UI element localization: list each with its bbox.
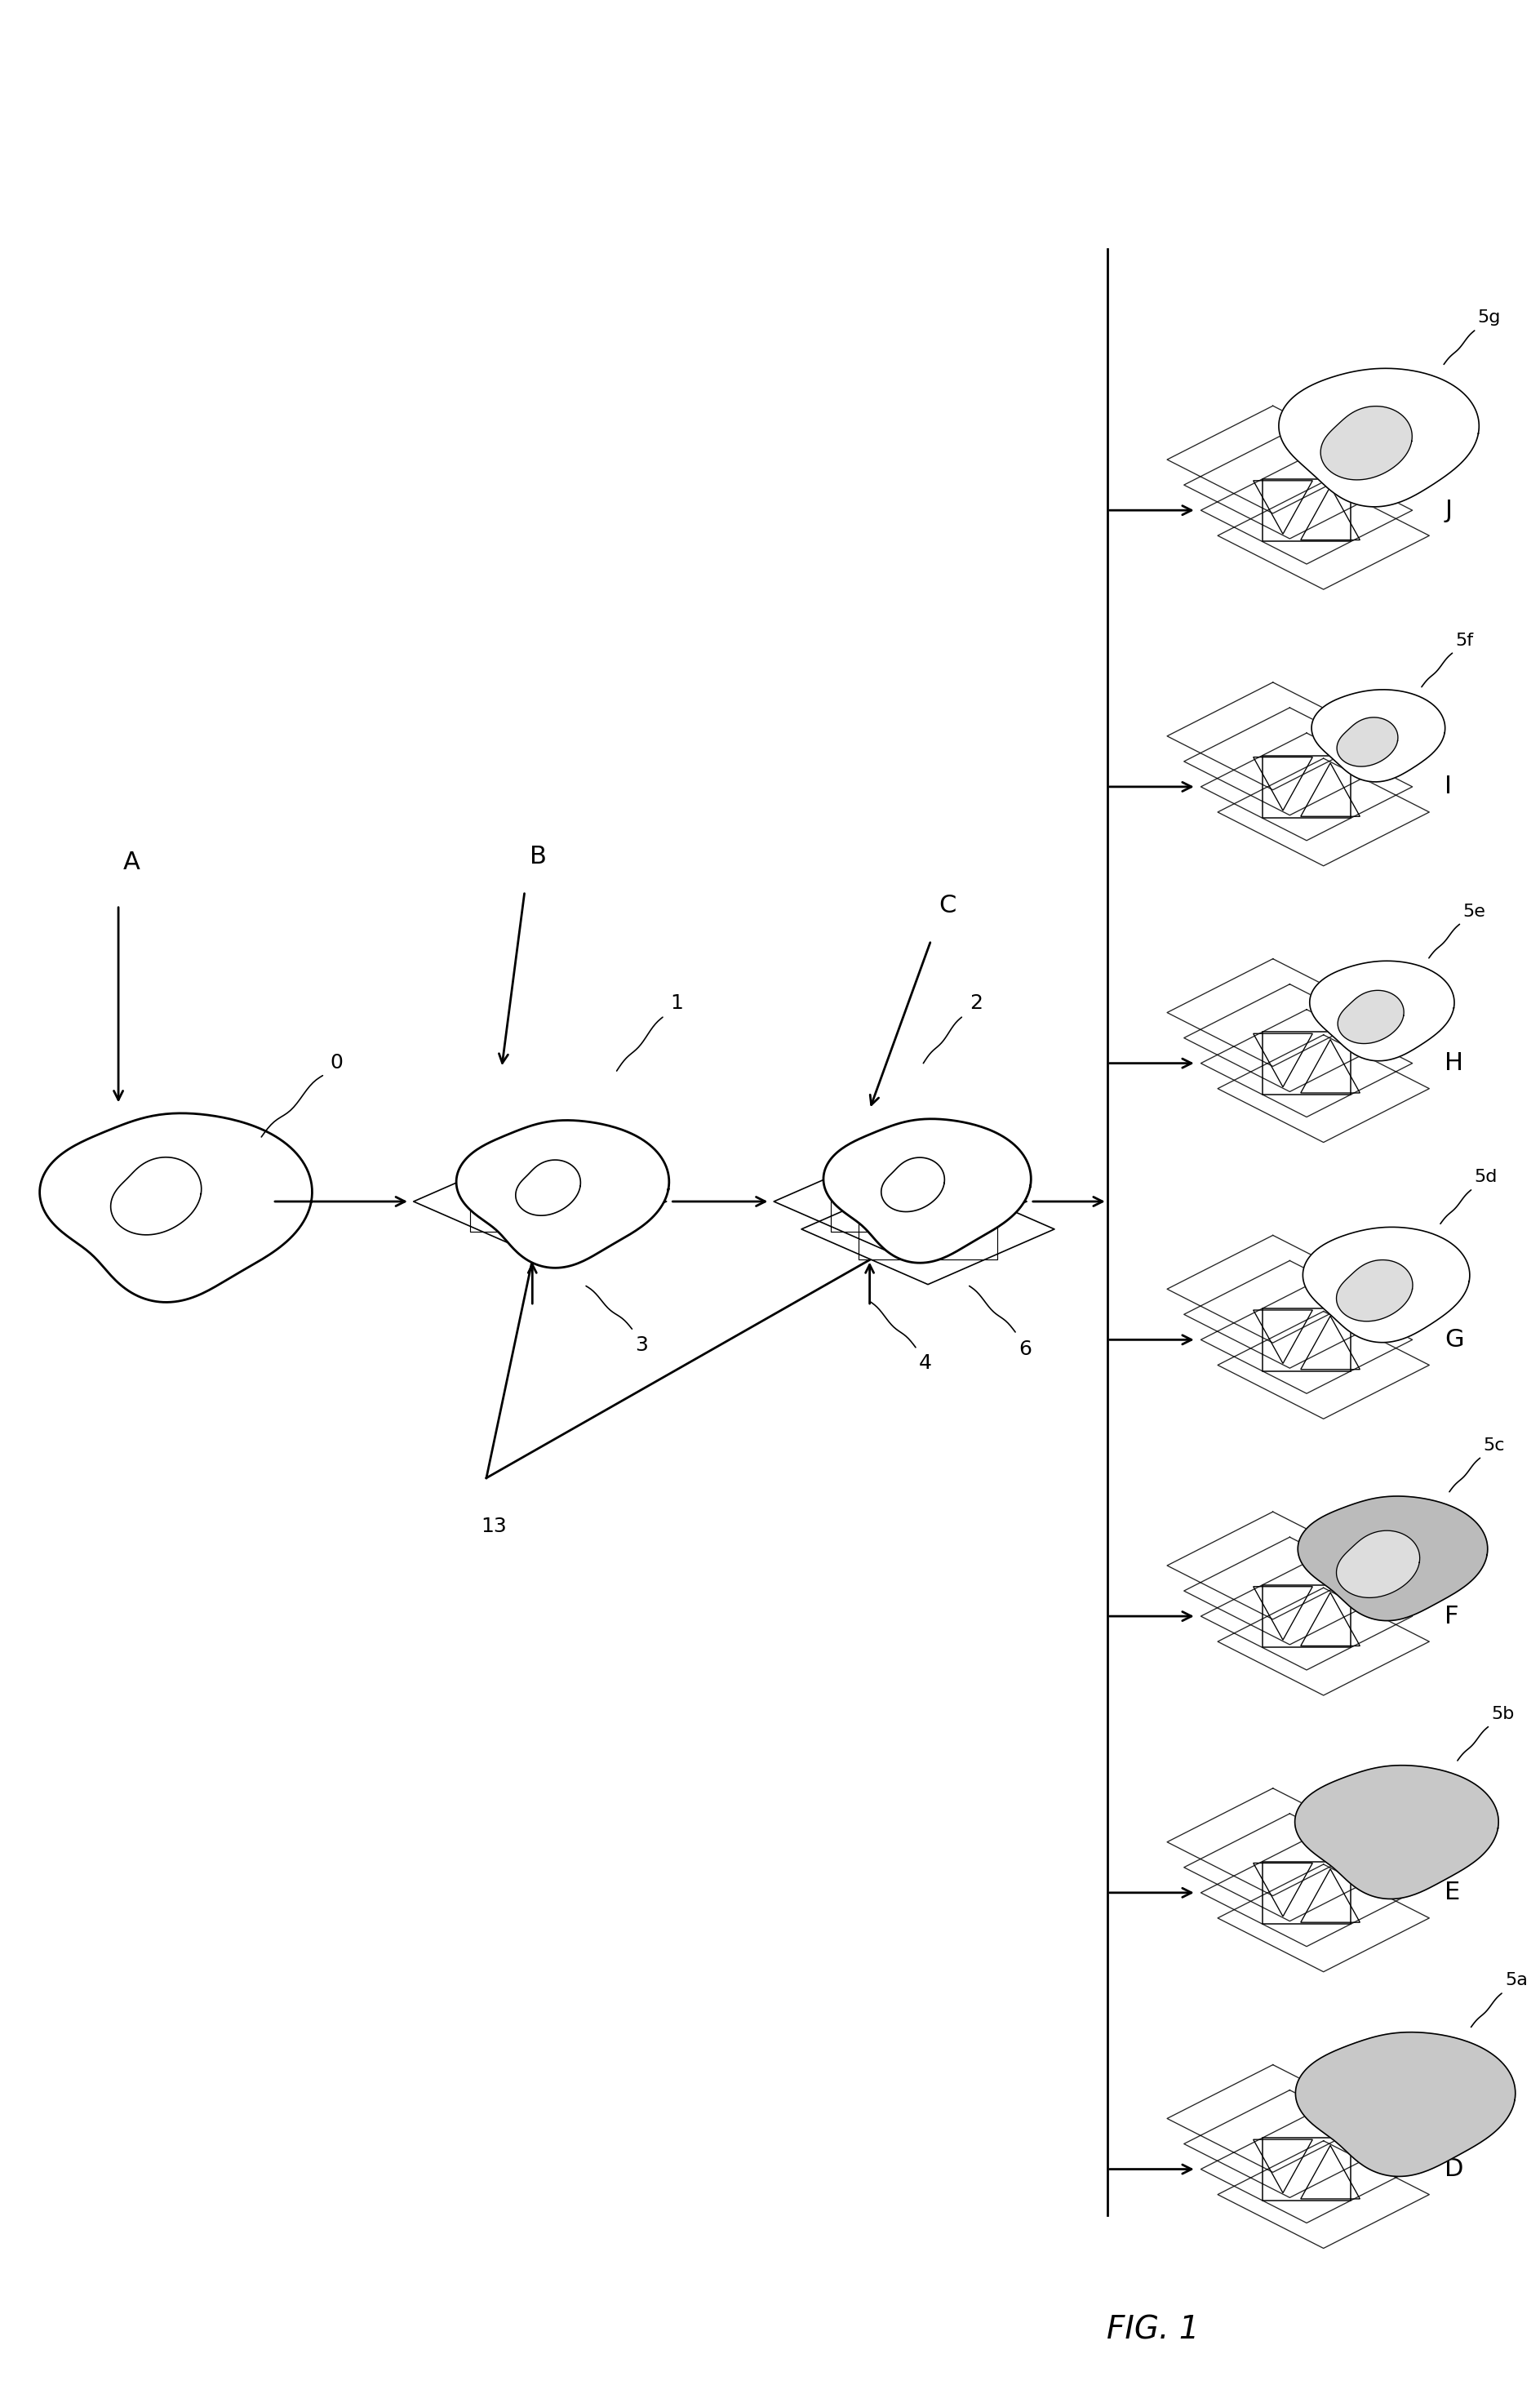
Polygon shape [1338, 990, 1404, 1043]
Polygon shape [1295, 2033, 1515, 2177]
Text: G: G [1445, 1329, 1465, 1350]
Text: 3: 3 [634, 1336, 648, 1355]
Polygon shape [1303, 1228, 1469, 1343]
Text: D: D [1445, 2158, 1463, 2182]
Polygon shape [40, 1113, 313, 1302]
Polygon shape [824, 1120, 1030, 1264]
Text: F: F [1445, 1605, 1458, 1629]
Polygon shape [1337, 1531, 1420, 1598]
Text: E: E [1445, 1882, 1460, 1906]
Text: 5f: 5f [1455, 632, 1474, 649]
Text: H: H [1445, 1053, 1463, 1074]
Text: I: I [1445, 774, 1452, 798]
Polygon shape [1312, 690, 1445, 781]
Text: 5b: 5b [1491, 1706, 1514, 1723]
Text: 13: 13 [480, 1516, 507, 1536]
Text: J: J [1445, 497, 1452, 521]
Polygon shape [456, 1120, 668, 1269]
Text: 4: 4 [919, 1353, 932, 1372]
Text: 5e: 5e [1463, 904, 1486, 920]
Text: B: B [530, 843, 547, 867]
Polygon shape [1337, 1259, 1412, 1322]
Text: FIG. 1: FIG. 1 [1107, 2314, 1200, 2345]
Text: 5d: 5d [1474, 1168, 1497, 1185]
Text: 6: 6 [1018, 1341, 1032, 1360]
Polygon shape [1321, 406, 1412, 481]
Polygon shape [1278, 368, 1478, 507]
Text: 2: 2 [969, 992, 983, 1012]
Text: C: C [939, 894, 956, 918]
Text: 1: 1 [670, 992, 684, 1012]
Polygon shape [1298, 1497, 1488, 1620]
Polygon shape [1309, 961, 1454, 1060]
Text: A: A [123, 851, 140, 875]
Text: 0: 0 [331, 1053, 343, 1072]
Text: 5a: 5a [1505, 1973, 1528, 1990]
Polygon shape [1337, 718, 1398, 767]
Text: 5c: 5c [1483, 1437, 1505, 1454]
Polygon shape [1295, 1766, 1498, 1898]
Text: 5g: 5g [1477, 310, 1500, 327]
